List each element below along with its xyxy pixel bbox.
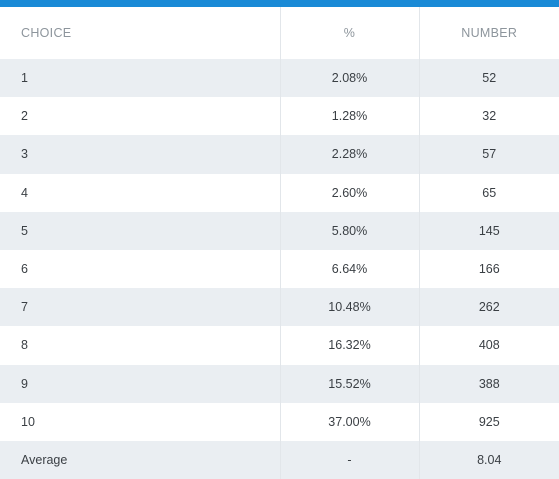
cell-percent: 1.28% [279,97,419,136]
cell-choice: 10 [0,402,280,441]
accent-top-bar [0,0,559,7]
average-row: Average - 8.04 [0,440,559,479]
cell-choice: 4 [0,173,280,212]
cell-number: 388 [418,364,559,403]
header-choice: CHOICE [21,26,72,40]
cell-percent: 15.52% [279,364,419,403]
table-row: 4 2.60% 65 [0,173,559,212]
cell-choice: 2 [0,97,280,136]
table-body: 1 2.08% 52 2 1.28% 32 3 2.28% 57 4 2.60%… [0,59,559,479]
cell-choice: 9 [0,364,280,403]
cell-choice: 3 [0,135,280,174]
table-row: 5 5.80% 145 [0,211,559,250]
table-row: 1 2.08% 52 [0,59,559,98]
cell-choice: 8 [0,326,280,365]
cell-percent: 2.08% [279,59,419,98]
cell-percent: 6.64% [279,249,419,289]
cell-percent: - [279,440,419,479]
table-row: 8 16.32% 408 [0,326,559,365]
cell-choice: Average [0,440,280,479]
table-row: 2 1.28% 32 [0,97,559,136]
table-row: 6 6.64% 166 [0,249,559,289]
header-percent: % [279,7,419,59]
cell-number: 166 [418,249,559,289]
cell-choice: 7 [0,288,280,327]
cell-number: 262 [418,288,559,327]
cell-percent: 2.28% [279,135,419,174]
cell-number: 32 [418,97,559,136]
cell-number: 8.04 [418,440,559,479]
table-row: 9 15.52% 388 [0,364,559,403]
cell-number: 925 [418,402,559,441]
cell-choice: 1 [0,59,280,98]
table-row: 10 37.00% 925 [0,402,559,441]
cell-percent: 2.60% [279,173,419,212]
cell-number: 65 [418,173,559,212]
cell-percent: 37.00% [279,402,419,441]
cell-number: 408 [418,326,559,365]
cell-number: 52 [418,59,559,98]
cell-number: 57 [418,135,559,174]
cell-percent: 10.48% [279,288,419,327]
cell-percent: 5.80% [279,211,419,250]
cell-choice: 5 [0,211,280,250]
table-row: 3 2.28% 57 [0,135,559,174]
cell-choice: 6 [0,249,280,289]
results-table: CHOICE % NUMBER 1 2.08% 52 2 1.28% 32 3 … [0,7,559,479]
cell-percent: 16.32% [279,326,419,365]
header-row: CHOICE % NUMBER [0,7,559,59]
table-header: CHOICE % NUMBER [0,7,559,59]
table-row: 7 10.48% 262 [0,288,559,327]
header-number: NUMBER [418,7,559,59]
cell-number: 145 [418,211,559,250]
